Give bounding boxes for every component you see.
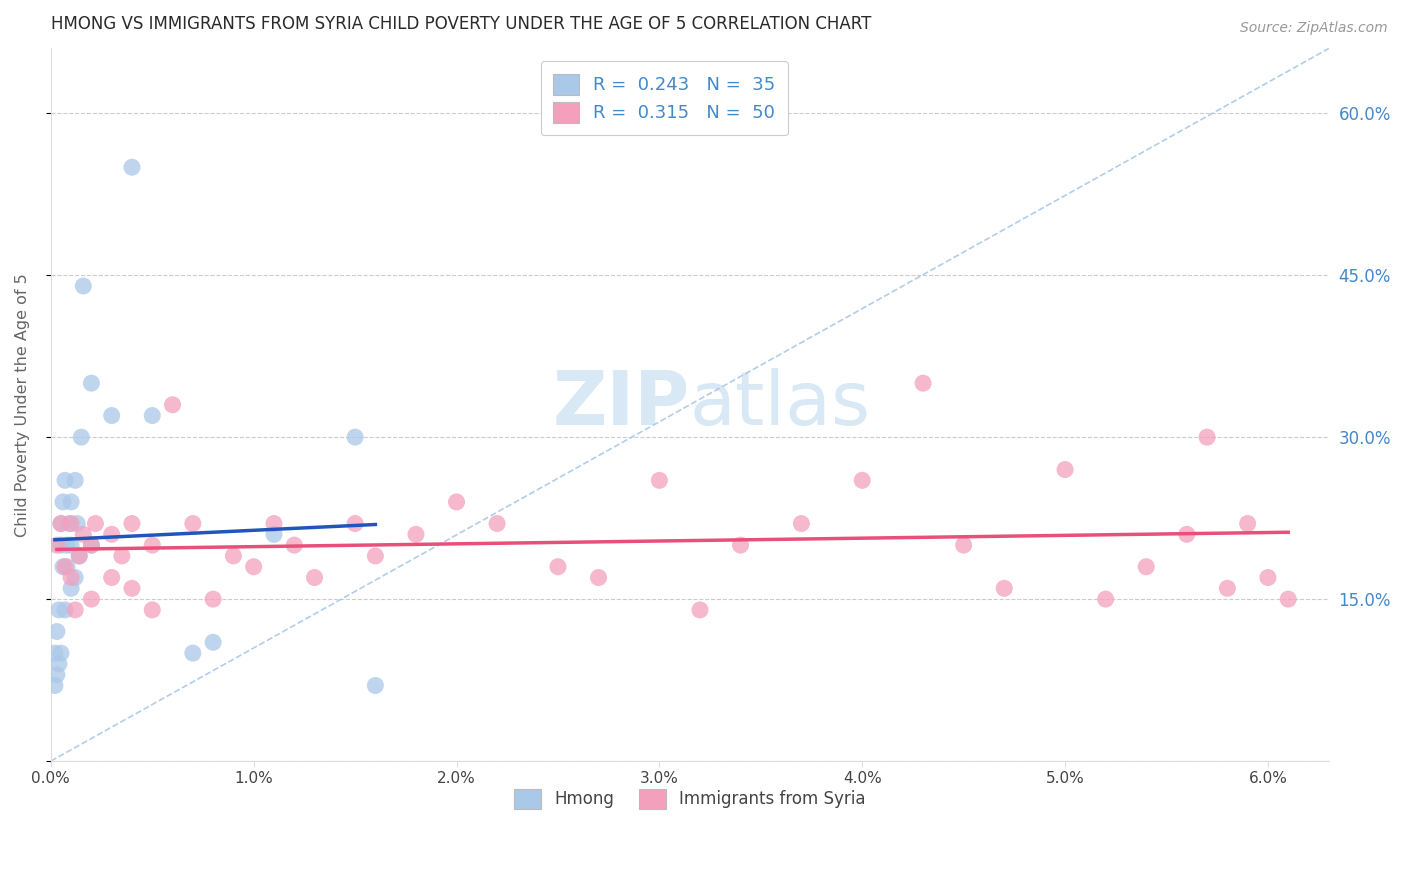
Point [364,549,387,563]
Point [1135,559,1157,574]
Point [181,516,204,531]
Point [689,603,711,617]
Point [1257,570,1279,584]
Point [66,516,89,531]
Point [100,570,122,584]
Text: HMONG VS IMMIGRANTS FROM SYRIA CHILD POVERTY UNDER THE AGE OF 5 CORRELATION CHAR: HMONG VS IMMIGRANTS FROM SYRIA CHILD POV… [51,15,872,33]
Point [48,657,70,671]
Point [730,538,752,552]
Point [44,678,66,692]
Point [60,582,83,596]
Text: ZIP: ZIP [553,368,690,442]
Point [49,516,72,531]
Point [344,516,367,531]
Point [648,474,671,488]
Point [100,409,122,423]
Point [111,549,134,563]
Point [45,667,67,681]
Point [790,516,813,531]
Point [486,516,509,531]
Point [121,516,143,531]
Point [63,570,86,584]
Point [263,516,285,531]
Point [162,398,184,412]
Point [72,527,94,541]
Point [52,495,75,509]
Point [63,474,86,488]
Point [141,409,163,423]
Point [63,603,86,617]
Point [67,549,90,563]
Point [263,527,285,541]
Point [547,559,569,574]
Point [49,538,72,552]
Point [202,592,225,607]
Point [364,678,387,692]
Y-axis label: Child Poverty Under the Age of 5: Child Poverty Under the Age of 5 [15,273,30,537]
Point [60,516,83,531]
Point [1197,430,1219,444]
Point [121,160,143,174]
Point [45,624,67,639]
Point [141,603,163,617]
Point [283,538,305,552]
Text: Source: ZipAtlas.com: Source: ZipAtlas.com [1240,21,1388,35]
Point [952,538,974,552]
Point [53,474,76,488]
Point [851,474,873,488]
Point [48,603,70,617]
Point [993,582,1015,596]
Point [52,559,75,574]
Point [72,279,94,293]
Point [1236,516,1258,531]
Point [181,646,204,660]
Point [56,559,79,574]
Point [80,376,103,391]
Point [80,538,103,552]
Point [588,570,610,584]
Point [121,582,143,596]
Point [446,495,468,509]
Point [1175,527,1198,541]
Point [80,592,103,607]
Point [44,646,66,660]
Point [100,527,122,541]
Point [60,570,83,584]
Point [84,516,107,531]
Point [80,538,103,552]
Point [45,538,67,552]
Point [53,603,76,617]
Point [222,549,245,563]
Text: atlas: atlas [690,368,870,442]
Point [1277,592,1299,607]
Point [53,559,76,574]
Point [141,538,163,552]
Point [60,538,83,552]
Point [1216,582,1239,596]
Point [60,495,83,509]
Point [912,376,935,391]
Point [49,646,72,660]
Point [1094,592,1116,607]
Legend: Hmong, Immigrants from Syria: Hmong, Immigrants from Syria [506,781,873,817]
Point [405,527,427,541]
Point [344,430,367,444]
Point [202,635,225,649]
Point [70,430,93,444]
Point [242,559,264,574]
Point [56,538,79,552]
Point [58,516,80,531]
Point [49,516,72,531]
Point [67,549,90,563]
Point [1054,462,1077,476]
Point [304,570,326,584]
